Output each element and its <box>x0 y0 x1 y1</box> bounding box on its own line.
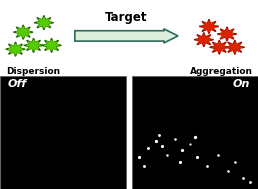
Circle shape <box>21 30 26 34</box>
Polygon shape <box>202 21 216 32</box>
Polygon shape <box>212 42 226 52</box>
Text: Aggregation: Aggregation <box>190 67 253 76</box>
FancyBboxPatch shape <box>0 76 126 189</box>
Circle shape <box>224 32 230 36</box>
FancyBboxPatch shape <box>132 76 258 189</box>
Polygon shape <box>225 40 245 54</box>
Circle shape <box>13 47 18 51</box>
Circle shape <box>232 45 237 49</box>
Circle shape <box>201 38 206 42</box>
Polygon shape <box>228 42 242 52</box>
Polygon shape <box>37 18 51 28</box>
Circle shape <box>217 45 222 49</box>
FancyArrow shape <box>75 29 178 43</box>
Circle shape <box>31 43 36 47</box>
Polygon shape <box>27 40 41 50</box>
Polygon shape <box>9 44 22 54</box>
Polygon shape <box>6 42 25 56</box>
Polygon shape <box>34 15 54 30</box>
Text: On: On <box>233 79 250 89</box>
Polygon shape <box>42 38 61 53</box>
Polygon shape <box>197 35 211 45</box>
Polygon shape <box>217 27 237 41</box>
Circle shape <box>206 25 212 28</box>
Circle shape <box>49 43 54 47</box>
Polygon shape <box>209 40 229 54</box>
Polygon shape <box>199 19 219 34</box>
Polygon shape <box>24 38 43 53</box>
Text: Off: Off <box>8 79 27 89</box>
Text: Target: Target <box>105 12 148 24</box>
Circle shape <box>41 21 46 25</box>
Polygon shape <box>13 25 33 39</box>
Polygon shape <box>194 33 214 47</box>
Polygon shape <box>220 29 234 39</box>
Text: Dispersion: Dispersion <box>6 67 61 76</box>
Polygon shape <box>45 40 59 50</box>
Polygon shape <box>16 27 30 37</box>
